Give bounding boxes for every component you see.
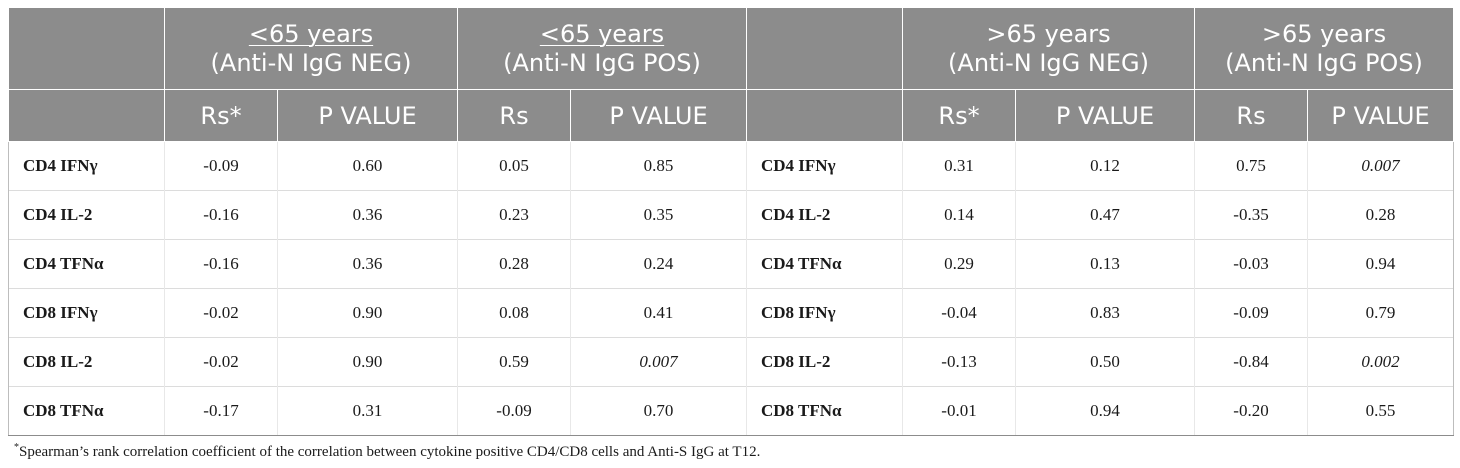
row-label: CD8 TFNα	[8, 386, 165, 436]
cell-p-value: 0.55	[1307, 386, 1454, 436]
cell-p-value: 0.24	[570, 239, 747, 289]
cell-rs: -0.84	[1194, 337, 1308, 387]
subheader-p-value: P VALUE	[570, 89, 747, 142]
group-header-status: (Anti-N IgG POS)	[503, 48, 701, 77]
cell-p-value: 0.36	[277, 239, 458, 289]
cell-rs: 0.31	[902, 141, 1016, 191]
subheader-rs: Rs*	[164, 89, 278, 142]
footnote-text: Spearman’s rank correlation coefficient …	[19, 444, 761, 460]
header-empty-cell	[8, 89, 165, 142]
correlation-table: <65 years (Anti-N IgG NEG) <65 years (An…	[8, 7, 1454, 436]
cell-p-value: 0.94	[1307, 239, 1454, 289]
table-row: CD4 TFNα -0.16 0.36 0.28 0.24 CD4 TFNα 0…	[8, 239, 1454, 289]
cell-rs: -0.17	[164, 386, 278, 436]
cell-p-value: 0.85	[570, 141, 747, 191]
cell-rs: -0.01	[902, 386, 1016, 436]
cell-p-value: 0.83	[1015, 288, 1195, 338]
row-label: CD8 IFNγ	[8, 288, 165, 338]
subheader-rs: Rs*	[902, 89, 1016, 142]
group-header-status: (Anti-N IgG NEG)	[210, 48, 412, 77]
cell-rs: -0.20	[1194, 386, 1308, 436]
table-row: CD8 TFNα -0.17 0.31 -0.09 0.70 CD8 TFNα …	[8, 386, 1454, 436]
cell-rs: -0.13	[902, 337, 1016, 387]
group-header-0: <65 years (Anti-N IgG NEG)	[164, 7, 458, 90]
group-header-status: (Anti-N IgG POS)	[1225, 48, 1423, 77]
cell-rs: -0.09	[457, 386, 571, 436]
row-label: CD4 IFNγ	[746, 141, 903, 191]
group-header-age: <65 years	[248, 19, 374, 48]
cell-p-value: 0.12	[1015, 141, 1195, 191]
cell-rs: 0.05	[457, 141, 571, 191]
cell-p-value: 0.79	[1307, 288, 1454, 338]
sub-header-row: Rs* P VALUE Rs P VALUE Rs* P VALUE Rs P …	[8, 89, 1454, 142]
row-label: CD8 IFNγ	[746, 288, 903, 338]
table-row: CD8 IFNγ -0.02 0.90 0.08 0.41 CD8 IFNγ -…	[8, 288, 1454, 338]
cell-rs: 0.14	[902, 190, 1016, 240]
cell-rs: -0.16	[164, 239, 278, 289]
cell-rs: -0.02	[164, 337, 278, 387]
row-label: CD4 IFNγ	[8, 141, 165, 191]
cell-rs: -0.35	[1194, 190, 1308, 240]
cell-p-value: 0.41	[570, 288, 747, 338]
cell-p-value: 0.47	[1015, 190, 1195, 240]
row-label: CD4 IL-2	[8, 190, 165, 240]
cell-rs: 0.59	[457, 337, 571, 387]
header-empty-cell	[746, 89, 903, 142]
row-label: CD4 TFNα	[746, 239, 903, 289]
cell-p-value: 0.35	[570, 190, 747, 240]
subheader-rs: Rs	[1194, 89, 1308, 142]
group-header-age: <65 years	[539, 19, 665, 48]
footnote-marker: *	[14, 442, 19, 453]
cell-rs: -0.02	[164, 288, 278, 338]
cell-rs: -0.09	[1194, 288, 1308, 338]
cell-rs: -0.04	[902, 288, 1016, 338]
cell-p-value: 0.60	[277, 141, 458, 191]
row-label: CD4 IL-2	[746, 190, 903, 240]
cell-p-value: 0.13	[1015, 239, 1195, 289]
cell-p-value: 0.007	[1307, 141, 1454, 191]
cell-p-value: 0.007	[570, 337, 747, 387]
cell-p-value: 0.28	[1307, 190, 1454, 240]
group-header-age: >65 years	[986, 19, 1111, 48]
header-empty-cell	[8, 7, 165, 90]
subheader-p-value: P VALUE	[277, 89, 458, 142]
group-header-3: >65 years (Anti-N IgG POS)	[1194, 7, 1454, 90]
row-label: CD8 TFNα	[746, 386, 903, 436]
group-header-row: <65 years (Anti-N IgG NEG) <65 years (An…	[8, 7, 1454, 90]
subheader-p-value: P VALUE	[1015, 89, 1195, 142]
header-empty-cell	[746, 7, 903, 90]
cell-p-value: 0.70	[570, 386, 747, 436]
group-header-status: (Anti-N IgG NEG)	[948, 48, 1149, 77]
group-header-age: >65 years	[1261, 19, 1387, 48]
table-row: CD4 IFNγ -0.09 0.60 0.05 0.85 CD4 IFNγ 0…	[8, 141, 1454, 191]
table-row: CD4 IL-2 -0.16 0.36 0.23 0.35 CD4 IL-2 0…	[8, 190, 1454, 240]
cell-p-value: 0.31	[277, 386, 458, 436]
cell-rs: -0.16	[164, 190, 278, 240]
cell-rs: -0.03	[1194, 239, 1308, 289]
table-footnote: *Spearman’s rank correlation coefficient…	[14, 442, 760, 461]
group-header-2: >65 years (Anti-N IgG NEG)	[902, 7, 1195, 90]
cell-rs: 0.75	[1194, 141, 1308, 191]
row-label: CD4 TFNα	[8, 239, 165, 289]
group-header-1: <65 years (Anti-N IgG POS)	[457, 7, 747, 90]
subheader-rs: Rs	[457, 89, 571, 142]
table-row: CD8 IL-2 -0.02 0.90 0.59 0.007 CD8 IL-2 …	[8, 337, 1454, 387]
row-label: CD8 IL-2	[8, 337, 165, 387]
cell-rs: 0.23	[457, 190, 571, 240]
cell-p-value: 0.90	[277, 288, 458, 338]
cell-p-value: 0.90	[277, 337, 458, 387]
cell-p-value: 0.002	[1307, 337, 1454, 387]
cell-rs: 0.28	[457, 239, 571, 289]
subheader-p-value: P VALUE	[1307, 89, 1454, 142]
cell-rs: 0.08	[457, 288, 571, 338]
cell-rs: -0.09	[164, 141, 278, 191]
cell-p-value: 0.94	[1015, 386, 1195, 436]
row-label: CD8 IL-2	[746, 337, 903, 387]
cell-p-value: 0.36	[277, 190, 458, 240]
cell-rs: 0.29	[902, 239, 1016, 289]
cell-p-value: 0.50	[1015, 337, 1195, 387]
